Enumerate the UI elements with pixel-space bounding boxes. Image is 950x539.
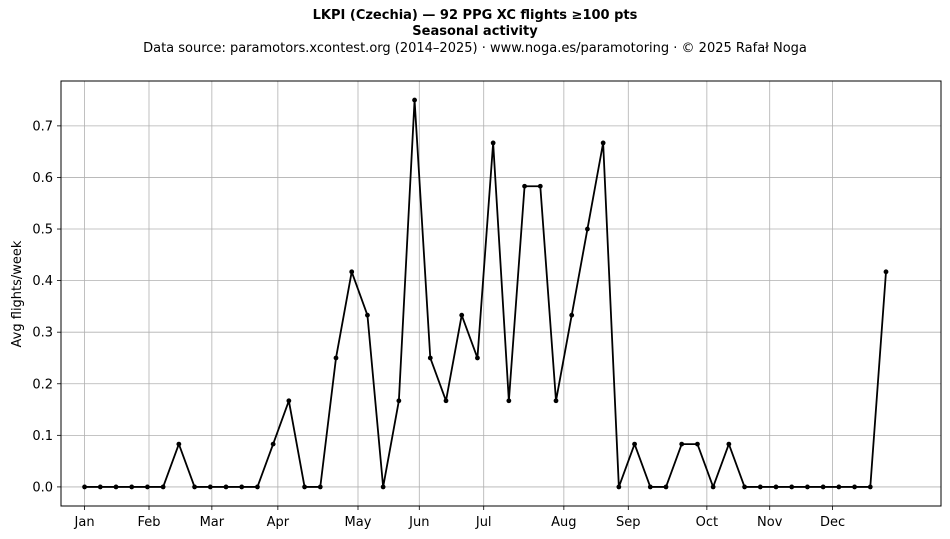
y-axis: 0.0 0.1 0.2 0.3 0.4 0.5 0.6 0.7: [32, 119, 61, 495]
data-point: [475, 355, 480, 361]
data-point: [679, 441, 685, 447]
y-tick-label: 0.1: [32, 429, 53, 444]
x-tick-label: Jun: [408, 515, 429, 530]
data-point: [836, 484, 842, 490]
y-tick-label: 0.2: [32, 377, 53, 392]
y-tick-label: 0.3: [32, 326, 53, 341]
y-tick-label: 0.4: [32, 274, 53, 289]
data-point: [82, 484, 87, 490]
grid-lines: [61, 81, 941, 506]
series-group: [82, 97, 889, 490]
data-point: [647, 484, 653, 490]
data-point: [302, 484, 307, 490]
data-point: [223, 484, 229, 490]
data-point: [789, 484, 795, 490]
data-point: [553, 398, 559, 404]
y-tick-label: 0.0: [32, 480, 53, 495]
data-point: [113, 484, 119, 490]
x-tick-label: Dec: [820, 515, 845, 530]
x-tick-label: Apr: [267, 515, 290, 530]
data-point: [270, 441, 276, 447]
data-point: [129, 484, 135, 490]
data-point: [286, 398, 292, 404]
x-tick-label: Nov: [757, 515, 783, 530]
data-point: [349, 269, 355, 275]
x-tick-label: Aug: [551, 515, 576, 530]
data-point: [537, 183, 543, 189]
data-point: [145, 484, 150, 490]
x-tick-label: Jul: [475, 515, 492, 530]
data-point: [427, 355, 433, 361]
data-point: [757, 484, 763, 490]
data-point: [805, 484, 810, 490]
data-point: [710, 484, 716, 490]
data-point: [97, 484, 103, 490]
y-tick-label: 0.7: [32, 119, 53, 134]
data-point: [333, 355, 339, 361]
y-tick-label: 0.5: [32, 223, 53, 238]
data-point: [192, 484, 197, 490]
data-point: [569, 312, 575, 318]
data-point: [255, 484, 260, 490]
x-axis: Jan Feb Mar Apr May Jun Jul Aug Sep Oct Nov Dec: [74, 506, 845, 530]
chart-subtitle: Seasonal activity: [412, 24, 538, 39]
data-point: [820, 484, 826, 490]
y-axis-label: Avg flights/week: [10, 240, 25, 347]
data-point: [883, 269, 889, 275]
data-point: [773, 484, 779, 490]
data-point: [160, 484, 166, 490]
data-point: [600, 140, 606, 146]
data-point: [239, 484, 245, 490]
data-point: [522, 183, 527, 189]
y-tick-label: 0.6: [32, 171, 53, 186]
data-point: [695, 441, 700, 447]
data-point: [443, 398, 449, 404]
data-source-note: Data source: paramotors.xcontest.org (20…: [143, 41, 807, 56]
x-tick-label: Sep: [616, 515, 641, 530]
data-point: [663, 484, 669, 490]
data-point: [365, 312, 370, 318]
x-tick-label: Jan: [74, 515, 95, 530]
series-line: [84, 99, 887, 488]
data-point: [412, 97, 417, 103]
data-point: [490, 140, 496, 146]
data-point: [396, 398, 402, 404]
data-point: [585, 226, 590, 232]
data-point: [867, 484, 873, 490]
chart-title-block: LKPI (Czechia) — 92 PPG XC flights ≥100 …: [0, 8, 950, 57]
plot-frame: [60, 80, 942, 507]
data-point: [852, 484, 857, 490]
data-point: [506, 398, 512, 404]
chart-title: LKPI (Czechia) — 92 PPG XC flights ≥100 …: [312, 8, 638, 23]
data-point: [176, 441, 182, 447]
x-tick-label: Oct: [696, 515, 718, 530]
data-point: [380, 484, 386, 490]
data-point: [726, 441, 732, 447]
data-point: [459, 312, 465, 318]
x-tick-label: May: [345, 515, 372, 530]
data-point: [317, 484, 323, 490]
x-tick-label: Feb: [137, 515, 160, 530]
x-tick-label: Mar: [200, 515, 225, 530]
data-point: [742, 484, 747, 490]
data-point: [616, 484, 622, 490]
data-point: [632, 441, 637, 447]
data-point: [207, 484, 213, 490]
